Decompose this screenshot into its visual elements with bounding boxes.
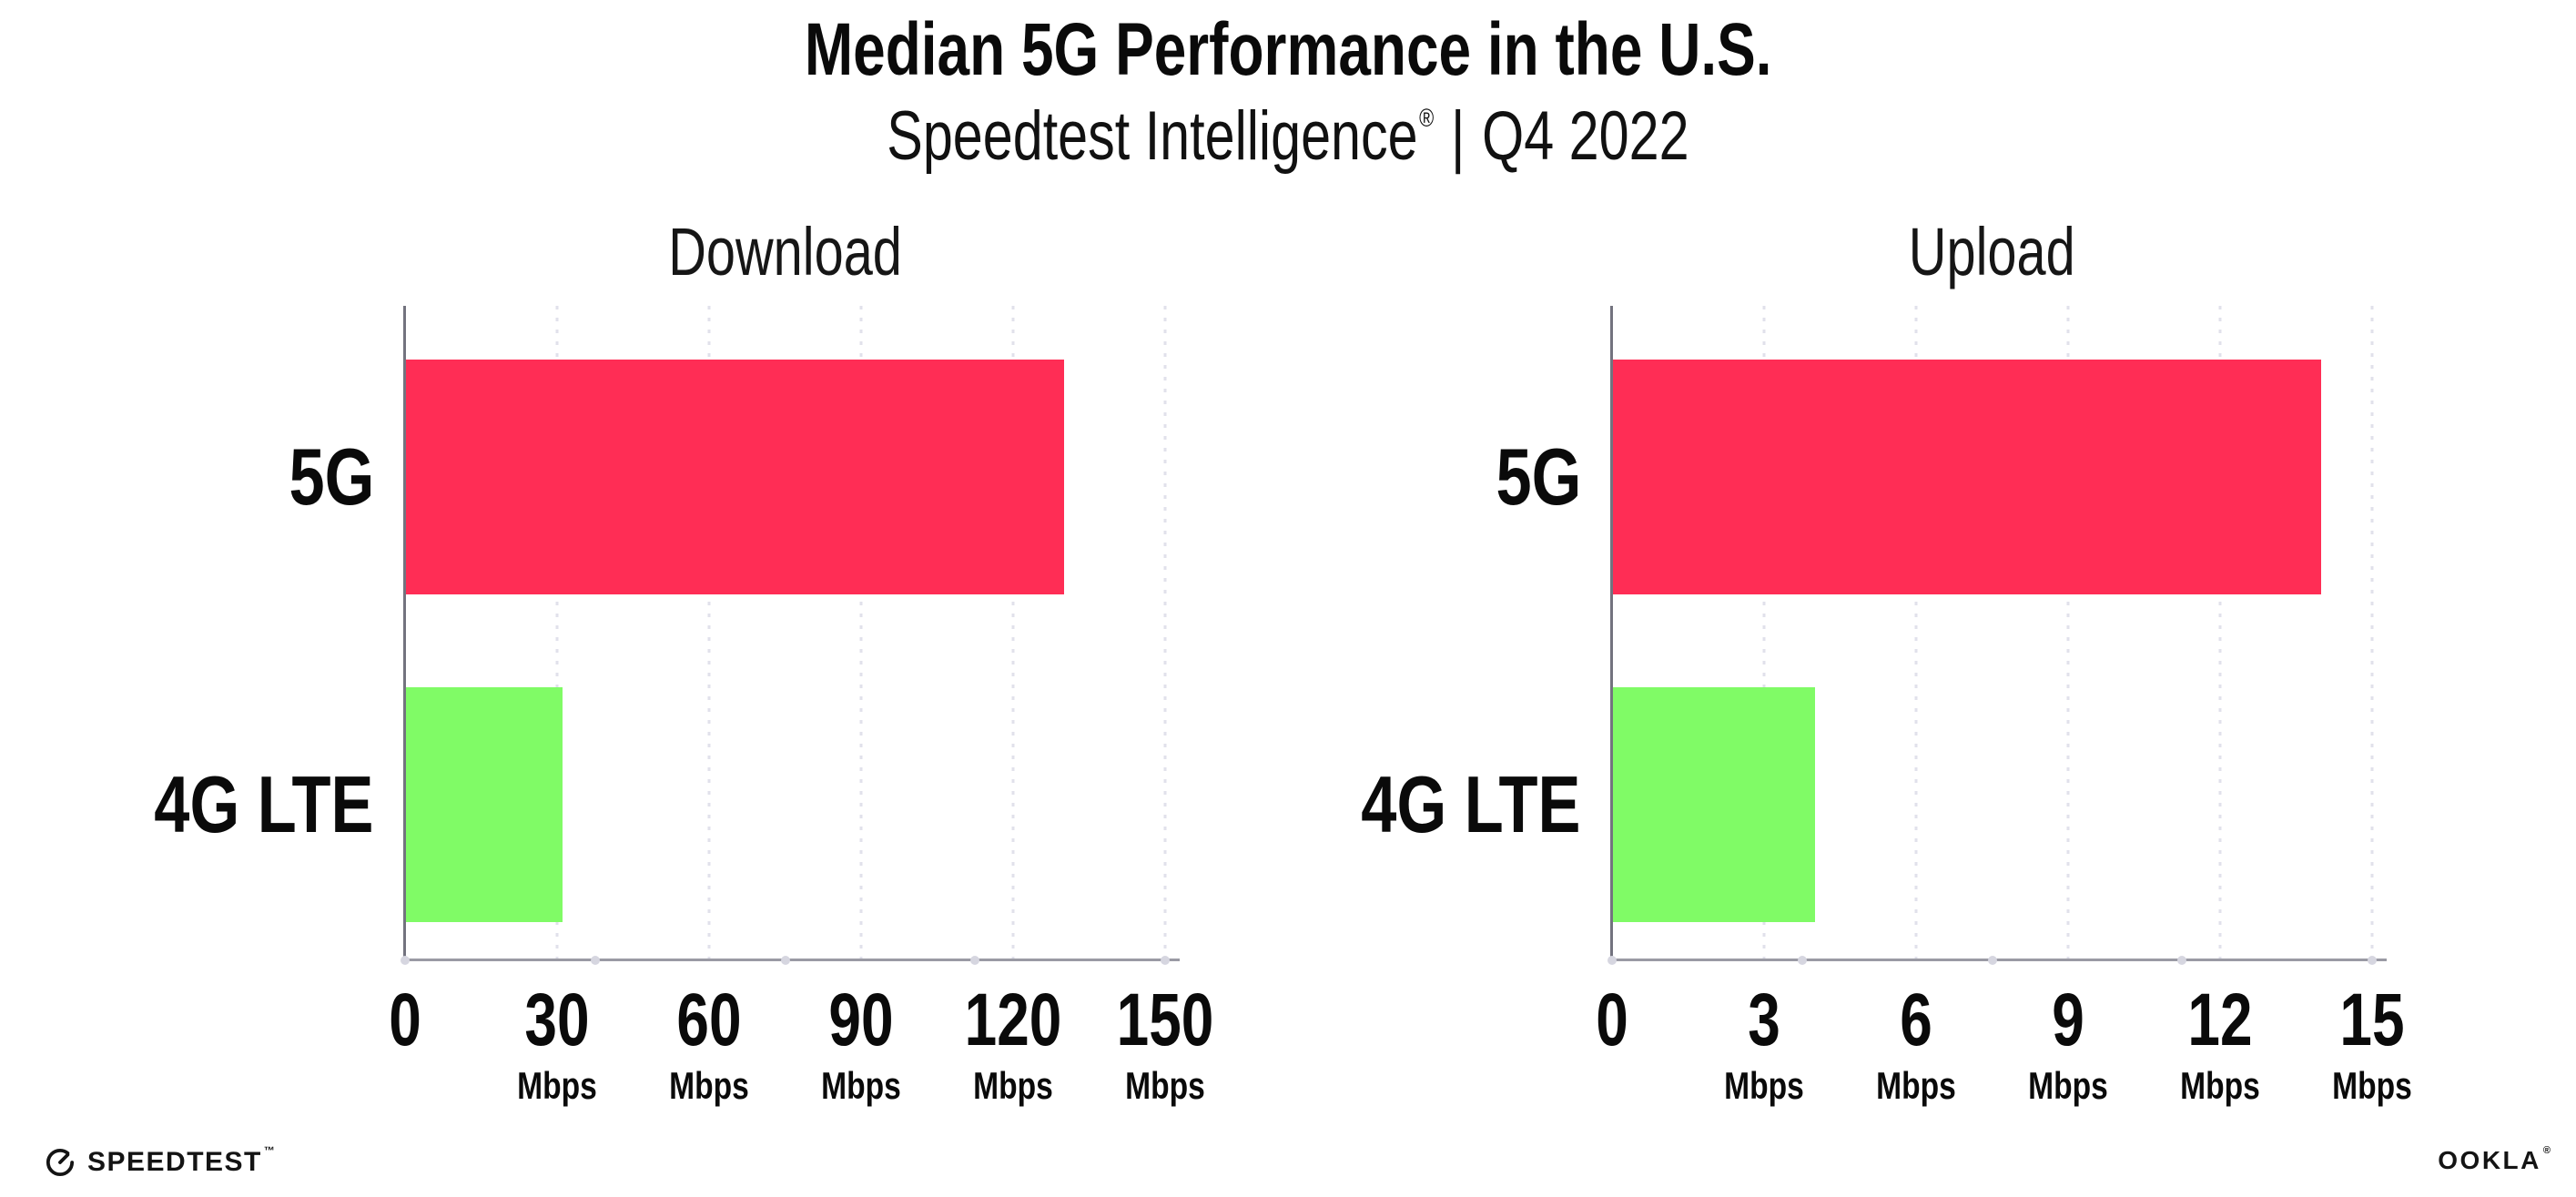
x-tick-unit: Mbps: [517, 1064, 597, 1107]
x-tick-value: 150: [1116, 979, 1214, 1061]
download-plot-area: 0 30 Mbps 60 Mbps 90 Mbps 120 Mbps 150 Mbps 5G 4G L…: [155, 306, 1213, 1105]
speedtest-logo: SPEEDTEST ™: [44, 1144, 277, 1179]
x-tick-value: 15: [2339, 979, 2405, 1061]
x-tick-unit: Mbps: [1125, 1064, 1205, 1107]
page-subtitle: Speedtest Intelligence® | Q4 2022: [887, 102, 1689, 171]
x-tick-value: 0: [389, 979, 421, 1061]
x-tick-unit: Mbps: [1724, 1064, 1804, 1107]
gridline-60: [707, 306, 711, 959]
gridline-120: [1011, 306, 1015, 959]
x-tick-15: 15 Mbps: [2322, 983, 2422, 1105]
gridline-12: [2218, 306, 2222, 959]
download-chart: Download 0 30 Mbps 60 Mbps 90 Mbps 120 Mbps 150 Mb…: [155, 214, 1214, 1105]
x-tick-0: 0: [1591, 983, 1633, 1058]
x-tick-3: 3 Mbps: [1714, 983, 1814, 1105]
x-tick-value: 6: [1900, 979, 1932, 1061]
upload-plot-area: 0 3 Mbps 6 Mbps 9 Mbps 12 Mbps 15 Mbps 5G 4G LTE: [1362, 306, 2412, 1105]
page-title: Median 5G Performance in the U.S.: [804, 8, 1772, 91]
x-tick-unit: Mbps: [821, 1064, 901, 1107]
upload-chart: Upload 0 3 Mbps 6 Mbps 9 Mbps 12 Mbps 15 Mbps 5G 4G…: [1362, 214, 2412, 1105]
x-tick-value: 12: [2187, 979, 2253, 1061]
x-tick-unit: Mbps: [2332, 1064, 2412, 1107]
subtitle-separator: |: [1451, 97, 1465, 175]
bar-5g: [1612, 359, 2322, 595]
bar-4g-lte: [405, 686, 563, 923]
axis-dot: [2368, 956, 2377, 965]
x-tick-30: 30 Mbps: [507, 983, 607, 1105]
bar-5g: [405, 359, 1064, 595]
x-tick-unit: Mbps: [2028, 1064, 2108, 1107]
axis-dot: [970, 956, 980, 965]
category-label-5g: 5G: [1496, 431, 1581, 522]
gridline-15: [2370, 306, 2374, 959]
speedtest-gauge-icon: [44, 1146, 76, 1179]
header: Median 5G Performance in the U.S. Speedt…: [0, 13, 2576, 171]
speedtest-wordmark: SPEEDTEST ™: [87, 1144, 277, 1177]
gridline-90: [859, 306, 863, 959]
gridline-30: [555, 306, 559, 959]
axis-dot: [401, 956, 410, 965]
category-label-4g-lte: 4G LTE: [154, 758, 374, 849]
trademark-icon: ™: [263, 1144, 277, 1157]
gridline-6: [1914, 306, 1918, 959]
x-tick-value: 0: [1596, 979, 1628, 1061]
upload-chart-title: Upload: [1909, 214, 2075, 289]
axis-dot: [780, 956, 790, 965]
x-tick-150: 150 Mbps: [1103, 983, 1228, 1105]
x-tick-60: 60 Mbps: [659, 983, 759, 1105]
download-chart-title: Download: [668, 214, 902, 289]
registered-trademark-icon: ®: [1419, 104, 1435, 132]
x-tick-value: 120: [964, 979, 1062, 1061]
axis-dot: [1161, 956, 1170, 965]
x-tick-120: 120 Mbps: [951, 983, 1076, 1105]
x-tick-value: 3: [1748, 979, 1780, 1061]
subtitle-period: Q4 2022: [1482, 97, 1689, 175]
upload-y-axis-line: [1610, 306, 1613, 961]
axis-dot: [2177, 956, 2187, 965]
x-tick-unit: Mbps: [1876, 1064, 1956, 1107]
download-x-axis-line: [403, 959, 1180, 961]
x-tick-0: 0: [384, 983, 426, 1058]
axis-dot: [1987, 956, 1997, 965]
download-y-axis-line: [403, 306, 406, 961]
axis-dot: [1797, 956, 1807, 965]
x-tick-unit: Mbps: [973, 1064, 1053, 1107]
axis-dot: [1607, 956, 1617, 965]
x-tick-value: 30: [524, 979, 590, 1061]
x-tick-value: 9: [2052, 979, 2084, 1061]
bar-4g-lte: [1612, 686, 1815, 923]
upload-x-axis-line: [1610, 959, 2387, 961]
axis-dot: [590, 956, 600, 965]
subtitle-brand: Speedtest Intelligence: [887, 97, 1418, 175]
registered-icon: ®: [2542, 1145, 2551, 1156]
category-label-5g: 5G: [289, 431, 374, 522]
x-tick-9: 9 Mbps: [2018, 983, 2118, 1105]
x-tick-value: 60: [676, 979, 742, 1061]
x-tick-12: 12 Mbps: [2170, 983, 2270, 1105]
x-tick-value: 90: [828, 979, 894, 1061]
gridline-150: [1163, 306, 1167, 959]
x-tick-6: 6 Mbps: [1866, 983, 1966, 1105]
ookla-wordmark: OOKLA: [2438, 1146, 2541, 1174]
gridline-9: [2066, 306, 2070, 959]
ookla-logo: OOKLA ®: [2438, 1145, 2551, 1174]
gridline-3: [1762, 306, 1766, 959]
x-tick-unit: Mbps: [2180, 1064, 2260, 1107]
category-label-4g-lte: 4G LTE: [1361, 758, 1581, 849]
x-tick-unit: Mbps: [669, 1064, 749, 1107]
x-tick-90: 90 Mbps: [811, 983, 911, 1105]
